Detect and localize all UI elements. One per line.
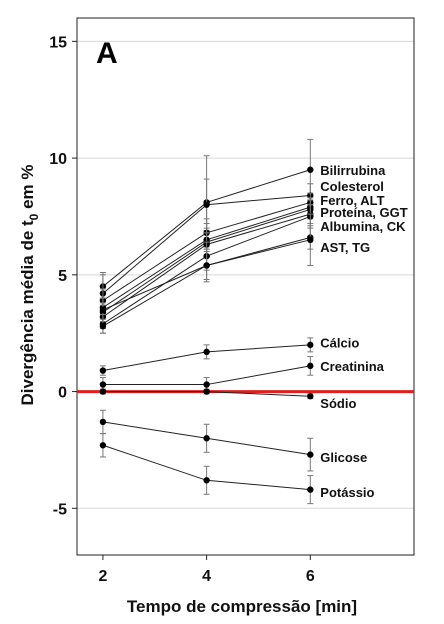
x-tick-label: 2: [98, 568, 107, 585]
series: [99, 409, 314, 472]
series-label: Albumina, CK: [320, 219, 406, 234]
series-label: Ferro, ALT: [320, 193, 384, 208]
y-tick-label: 15: [49, 34, 67, 51]
series-label: Proteína, GGT: [320, 205, 407, 220]
x-axis-ticks: 2 4 6: [98, 555, 315, 585]
data-point: [99, 381, 107, 388]
y-tick-label: 0: [58, 385, 67, 402]
panel-letter: A: [96, 37, 118, 70]
series-label: Glicose: [320, 450, 367, 465]
series: [99, 388, 314, 400]
data-point: [99, 388, 107, 395]
data-point: [307, 451, 314, 458]
data-point: [203, 348, 210, 356]
data-point: [307, 486, 314, 493]
series-label: AST, TG: [320, 240, 370, 255]
data-point: [203, 435, 210, 442]
data-point: [203, 388, 210, 395]
series-layer: [99, 138, 314, 505]
y-axis-title: Divergência média de t0 em %: [18, 164, 41, 405]
series-label: Creatinina: [320, 359, 384, 374]
plot-frame: [76, 17, 415, 556]
series-label: Bilirrubina: [320, 163, 386, 178]
data-point: [99, 367, 107, 374]
data-point: [307, 236, 314, 244]
series: [99, 356, 314, 393]
series: [99, 337, 314, 376]
data-point: [99, 418, 107, 426]
y-tick-label: 10: [49, 151, 67, 168]
data-point: [99, 322, 107, 330]
data-point: [307, 166, 314, 173]
grid-lines: [77, 40, 414, 509]
series-label: Cálcio: [320, 336, 359, 351]
y-axis-ticks: -5 0 5 10 15: [49, 34, 77, 518]
data-point: [307, 393, 314, 400]
data-point: [203, 262, 210, 269]
series: [99, 213, 314, 323]
data-point: [99, 442, 107, 449]
data-point: [203, 201, 210, 208]
series: [99, 433, 314, 505]
series-label: Potássio: [320, 485, 374, 500]
series-label: Colesterol: [320, 179, 384, 194]
x-axis-title: Tempo de compressão [min]: [127, 597, 357, 616]
x-tick-label: 4: [202, 568, 211, 585]
y-tick-label: 5: [58, 268, 67, 285]
data-point: [307, 362, 314, 370]
y-tick-label: -5: [53, 501, 67, 518]
series-label: Sódio: [320, 396, 356, 411]
data-point: [307, 341, 314, 349]
data-point: [203, 477, 210, 484]
x-tick-label: 6: [306, 568, 315, 585]
data-point: [99, 306, 107, 314]
data-point: [203, 381, 210, 388]
